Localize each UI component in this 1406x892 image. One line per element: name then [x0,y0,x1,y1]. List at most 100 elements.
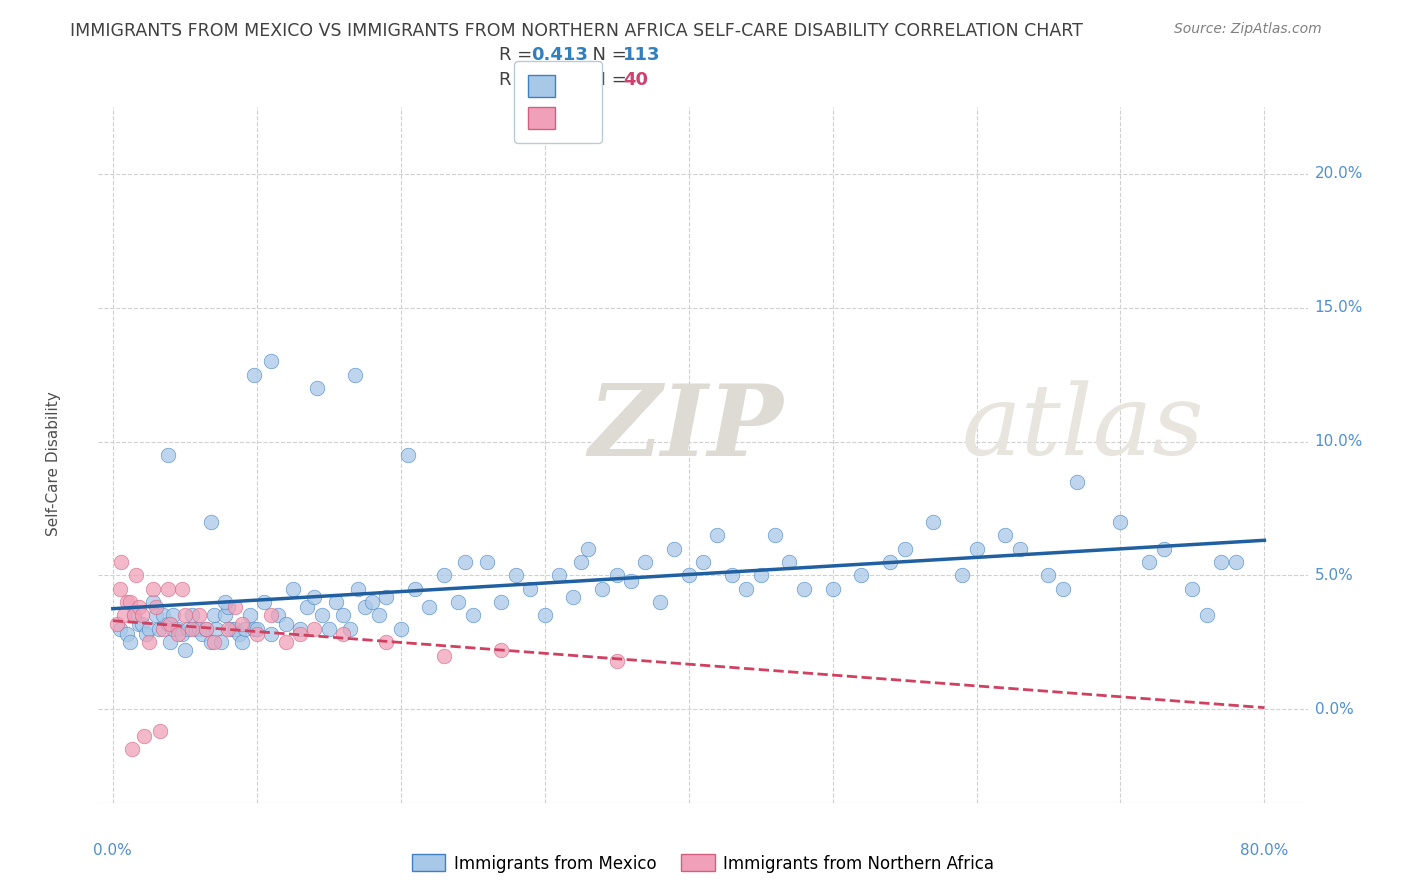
Point [162,622,184,636]
Point [152,608,174,623]
Point [533,608,555,623]
Text: ZIP: ZIP [588,380,783,476]
Point [1225,555,1247,569]
Point [170,627,193,641]
Point [664,541,686,556]
Point [389,622,412,636]
Point [922,515,945,529]
Text: Self-Care Disability: Self-Care Disability [46,392,60,536]
Point [343,368,366,382]
Text: 15.0%: 15.0% [1315,301,1364,315]
Point [692,555,714,569]
Text: Source: ZipAtlas.com: Source: ZipAtlas.com [1174,22,1322,37]
Point [576,541,599,556]
Point [131,616,153,631]
Legend:     ,     : , [515,61,602,143]
Point [994,528,1017,542]
Point [112,608,135,623]
Point [1153,541,1175,556]
Point [339,622,361,636]
Point [115,595,138,609]
Point [166,627,188,641]
Point [893,541,915,556]
Text: 80.0%: 80.0% [1240,843,1288,858]
Point [166,622,188,636]
Point [491,643,513,657]
Point [404,582,426,596]
Point [274,635,297,649]
Point [145,600,167,615]
Point [260,608,283,623]
Point [214,595,236,609]
Point [162,608,184,623]
Point [243,622,266,636]
Text: R =: R = [499,71,538,89]
Point [1109,515,1132,529]
Point [851,568,873,582]
Point [260,627,283,641]
Point [1195,608,1218,623]
Point [217,622,239,636]
Point [375,635,398,649]
Point [1008,541,1031,556]
Point [505,568,527,582]
Point [720,568,742,582]
Point [135,627,157,641]
Point [120,595,142,609]
Point [105,616,128,631]
Point [170,582,193,596]
Point [260,354,283,368]
Point [1038,568,1060,582]
Point [159,635,181,649]
Legend: Immigrants from Mexico, Immigrants from Northern Africa: Immigrants from Mexico, Immigrants from … [405,847,1001,880]
Point [110,555,132,569]
Point [288,627,311,641]
Point [219,622,242,636]
Point [217,600,239,615]
Text: atlas: atlas [962,381,1205,475]
Point [156,616,179,631]
Point [181,622,204,636]
Point [124,608,146,623]
Point [173,643,195,657]
Text: 0.0%: 0.0% [1315,702,1354,716]
Point [295,600,318,615]
Point [156,582,179,596]
Point [138,622,160,636]
Point [433,568,456,582]
Point [191,627,214,641]
Point [950,568,973,582]
Point [1066,475,1088,489]
Point [239,608,262,623]
Point [200,635,222,649]
Point [562,590,585,604]
Text: 20.0%: 20.0% [1315,167,1364,181]
Point [152,622,174,636]
Point [138,635,160,649]
Point [142,595,165,609]
Point [120,635,142,649]
Point [1181,582,1204,596]
Point [307,381,329,395]
Point [115,627,138,641]
Point [569,555,592,569]
Point [224,600,246,615]
Point [361,595,384,609]
Point [821,582,844,596]
Text: N =: N = [581,71,633,89]
Point [346,582,368,596]
Point [396,448,419,462]
Point [128,600,150,615]
Text: 10.0%: 10.0% [1315,434,1364,449]
Point [418,600,440,615]
Point [128,616,150,631]
Point [491,595,513,609]
Point [149,723,172,738]
Point [281,582,304,596]
Point [267,608,290,623]
Point [246,627,269,641]
Point [304,590,326,604]
Point [145,608,167,623]
Point [108,622,131,636]
Point [591,582,613,596]
